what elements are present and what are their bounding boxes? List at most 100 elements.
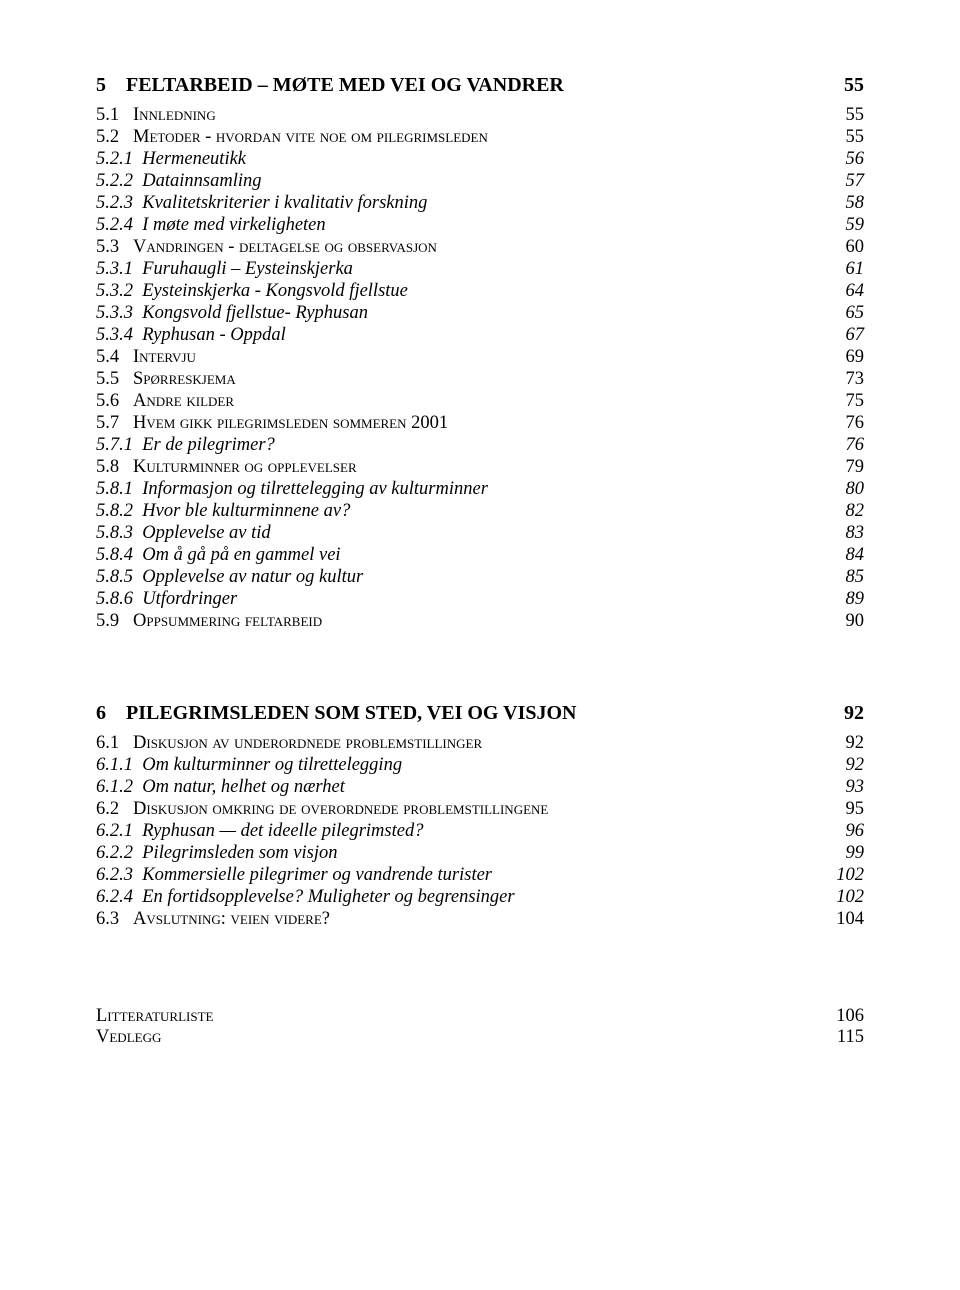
back-matter-row: Vedlegg 115	[96, 1027, 864, 1048]
toc-subsection: 6.2.3 Kommersielle pilegrimer og vandren…	[96, 865, 864, 886]
subsection-label: 5.2.2 Datainnsamling	[96, 171, 824, 192]
subsection-page: 57	[824, 171, 864, 192]
subsection-label: 5.8.4 Om å gå på en gammel vei	[96, 545, 824, 566]
subsection-label: 6.2.4 En fortidsopplevelse? Muligheter o…	[96, 887, 824, 908]
section-label: 5.9 Oppsummering feltarbeid	[96, 611, 824, 632]
subsection-page: 93	[824, 777, 864, 798]
chapter-text: PILEGRIMSLEDEN SOM STED, VEI OG VISJON	[126, 702, 576, 724]
section-page: 75	[824, 391, 864, 412]
subsection-label: 5.8.1 Informasjon og tilrettelegging av …	[96, 479, 824, 500]
subsection-page: 67	[824, 325, 864, 346]
toc-page: 5 FELTARBEID – MØTE MED VEI OG VANDRER 5…	[0, 0, 960, 1104]
section-page: 79	[824, 457, 864, 478]
subsection-page: 59	[824, 215, 864, 236]
subsection-page: 82	[824, 501, 864, 522]
back-matter-page: 115	[824, 1027, 864, 1048]
subsection-label: 5.2.4 I møte med virkeligheten	[96, 215, 824, 236]
chapter-page: 55	[824, 74, 864, 97]
section-label: 6.3 Avslutning: veien videre?	[96, 909, 824, 930]
toc-section: 5.7 Hvem gikk pilegrimsleden sommeren 20…	[96, 413, 864, 434]
section-label: 5.5 Spørreskjema	[96, 369, 824, 390]
subsection-label: 6.2.2 Pilegrimsleden som visjon	[96, 843, 824, 864]
section-label: 5.3 Vandringen - deltagelse og observasj…	[96, 237, 824, 258]
toc-subsection: 5.8.6 Utfordringer 89	[96, 589, 864, 610]
subsection-label: 5.2.3 Kvalitetskriterier i kvalitativ fo…	[96, 193, 824, 214]
toc-subsection: 5.3.1 Furuhaugli – Eysteinskjerka 61	[96, 259, 864, 280]
toc-subsection: 6.2.4 En fortidsopplevelse? Muligheter o…	[96, 887, 864, 908]
toc-section: 5.9 Oppsummering feltarbeid 90	[96, 611, 864, 632]
subsection-page: 96	[824, 821, 864, 842]
section-label: 6.1 Diskusjon av underordnede problemsti…	[96, 733, 824, 754]
toc-section: 5.3 Vandringen - deltagelse og observasj…	[96, 237, 864, 258]
subsection-label: 6.2.1 Ryphusan — det ideelle pilegrimste…	[96, 821, 824, 842]
back-matter-page: 106	[824, 1006, 864, 1027]
subsection-label: 5.7.1 Er de pilegrimer?	[96, 435, 824, 456]
section-page: 73	[824, 369, 864, 390]
toc-subsection: 5.8.3 Opplevelse av tid 83	[96, 523, 864, 544]
section-label: 6.2 Diskusjon omkring de overordnede pro…	[96, 799, 824, 820]
back-matter-label: Litteraturliste	[96, 1006, 824, 1027]
section-page: 55	[824, 127, 864, 148]
subsection-page: 80	[824, 479, 864, 500]
toc-section: 5.1 Innledning 55	[96, 105, 864, 126]
toc-subsection: 5.8.2 Hvor ble kulturminnene av? 82	[96, 501, 864, 522]
subsection-label: 6.1.1 Om kulturminner og tilrettelegging	[96, 755, 824, 776]
toc-subsection: 6.2.2 Pilegrimsleden som visjon 99	[96, 843, 864, 864]
chapter-num: 5	[96, 74, 106, 96]
toc-subsection: 5.2.4 I møte med virkeligheten 59	[96, 215, 864, 236]
section-page: 92	[824, 733, 864, 754]
section-page: 90	[824, 611, 864, 632]
back-matter-row: Litteraturliste 106	[96, 1006, 864, 1027]
toc-subsection: 6.2.1 Ryphusan — det ideelle pilegrimste…	[96, 821, 864, 842]
toc-section: 5.6 Andre kilder 75	[96, 391, 864, 412]
section-label: 5.4 Intervju	[96, 347, 824, 368]
chapter-text: FELTARBEID – MØTE MED VEI OG VANDRER	[126, 74, 564, 96]
subsection-label: 5.3.1 Furuhaugli – Eysteinskjerka	[96, 259, 824, 280]
chapter-page: 92	[824, 702, 864, 725]
subsection-page: 64	[824, 281, 864, 302]
section-page: 55	[824, 105, 864, 126]
subsection-label: 5.8.6 Utfordringer	[96, 589, 824, 610]
toc-subsection: 5.8.1 Informasjon og tilrettelegging av …	[96, 479, 864, 500]
subsection-label: 5.8.5 Opplevelse av natur og kultur	[96, 567, 824, 588]
subsection-label: 5.3.2 Eysteinskjerka - Kongsvold fjellst…	[96, 281, 824, 302]
subsection-page: 83	[824, 523, 864, 544]
toc-section: 6.3 Avslutning: veien videre? 104	[96, 909, 864, 930]
chapter-heading: 6 PILEGRIMSLEDEN SOM STED, VEI OG VISJON…	[96, 702, 864, 725]
subsection-page: 102	[824, 865, 864, 886]
spacer	[96, 930, 864, 974]
subsection-label: 5.3.4 Ryphusan - Oppdal	[96, 325, 824, 346]
subsection-label: 6.1.2 Om natur, helhet og nærhet	[96, 777, 824, 798]
chapter-title: 6 PILEGRIMSLEDEN SOM STED, VEI OG VISJON	[96, 702, 824, 725]
toc-section: 5.8 Kulturminner og opplevelser 79	[96, 457, 864, 478]
subsection-label: 5.2.1 Hermeneutikk	[96, 149, 824, 170]
chapter-heading: 5 FELTARBEID – MØTE MED VEI OG VANDRER 5…	[96, 74, 864, 97]
toc-section: 5.2 Metoder - hvordan vite noe om pilegr…	[96, 127, 864, 148]
toc-section: 6.1 Diskusjon av underordnede problemsti…	[96, 733, 864, 754]
subsection-page: 85	[824, 567, 864, 588]
subsection-page: 58	[824, 193, 864, 214]
subsection-page: 84	[824, 545, 864, 566]
subsection-page: 102	[824, 887, 864, 908]
subsection-page: 56	[824, 149, 864, 170]
section-page: 104	[824, 909, 864, 930]
toc-subsection: 6.1.2 Om natur, helhet og nærhet 93	[96, 777, 864, 798]
chapter-num: 6	[96, 702, 106, 724]
toc-section: 6.2 Diskusjon omkring de overordnede pro…	[96, 799, 864, 820]
toc-subsection: 5.8.5 Opplevelse av natur og kultur 85	[96, 567, 864, 588]
subsection-page: 76	[824, 435, 864, 456]
subsection-label: 6.2.3 Kommersielle pilegrimer og vandren…	[96, 865, 824, 886]
toc-subsection: 6.1.1 Om kulturminner og tilrettelegging…	[96, 755, 864, 776]
subsection-page: 65	[824, 303, 864, 324]
toc-section: 5.4 Intervju 69	[96, 347, 864, 368]
back-matter-label: Vedlegg	[96, 1027, 824, 1048]
section-label: 5.2 Metoder - hvordan vite noe om pilegr…	[96, 127, 824, 148]
chapter-title: 5 FELTARBEID – MØTE MED VEI OG VANDRER	[96, 74, 824, 97]
toc-subsection: 5.8.4 Om å gå på en gammel vei 84	[96, 545, 864, 566]
toc-subsection: 5.3.4 Ryphusan - Oppdal 67	[96, 325, 864, 346]
subsection-page: 99	[824, 843, 864, 864]
section-page: 69	[824, 347, 864, 368]
section-page: 60	[824, 237, 864, 258]
toc-subsection: 5.3.2 Eysteinskjerka - Kongsvold fjellst…	[96, 281, 864, 302]
subsection-label: 5.3.3 Kongsvold fjellstue- Ryphusan	[96, 303, 824, 324]
